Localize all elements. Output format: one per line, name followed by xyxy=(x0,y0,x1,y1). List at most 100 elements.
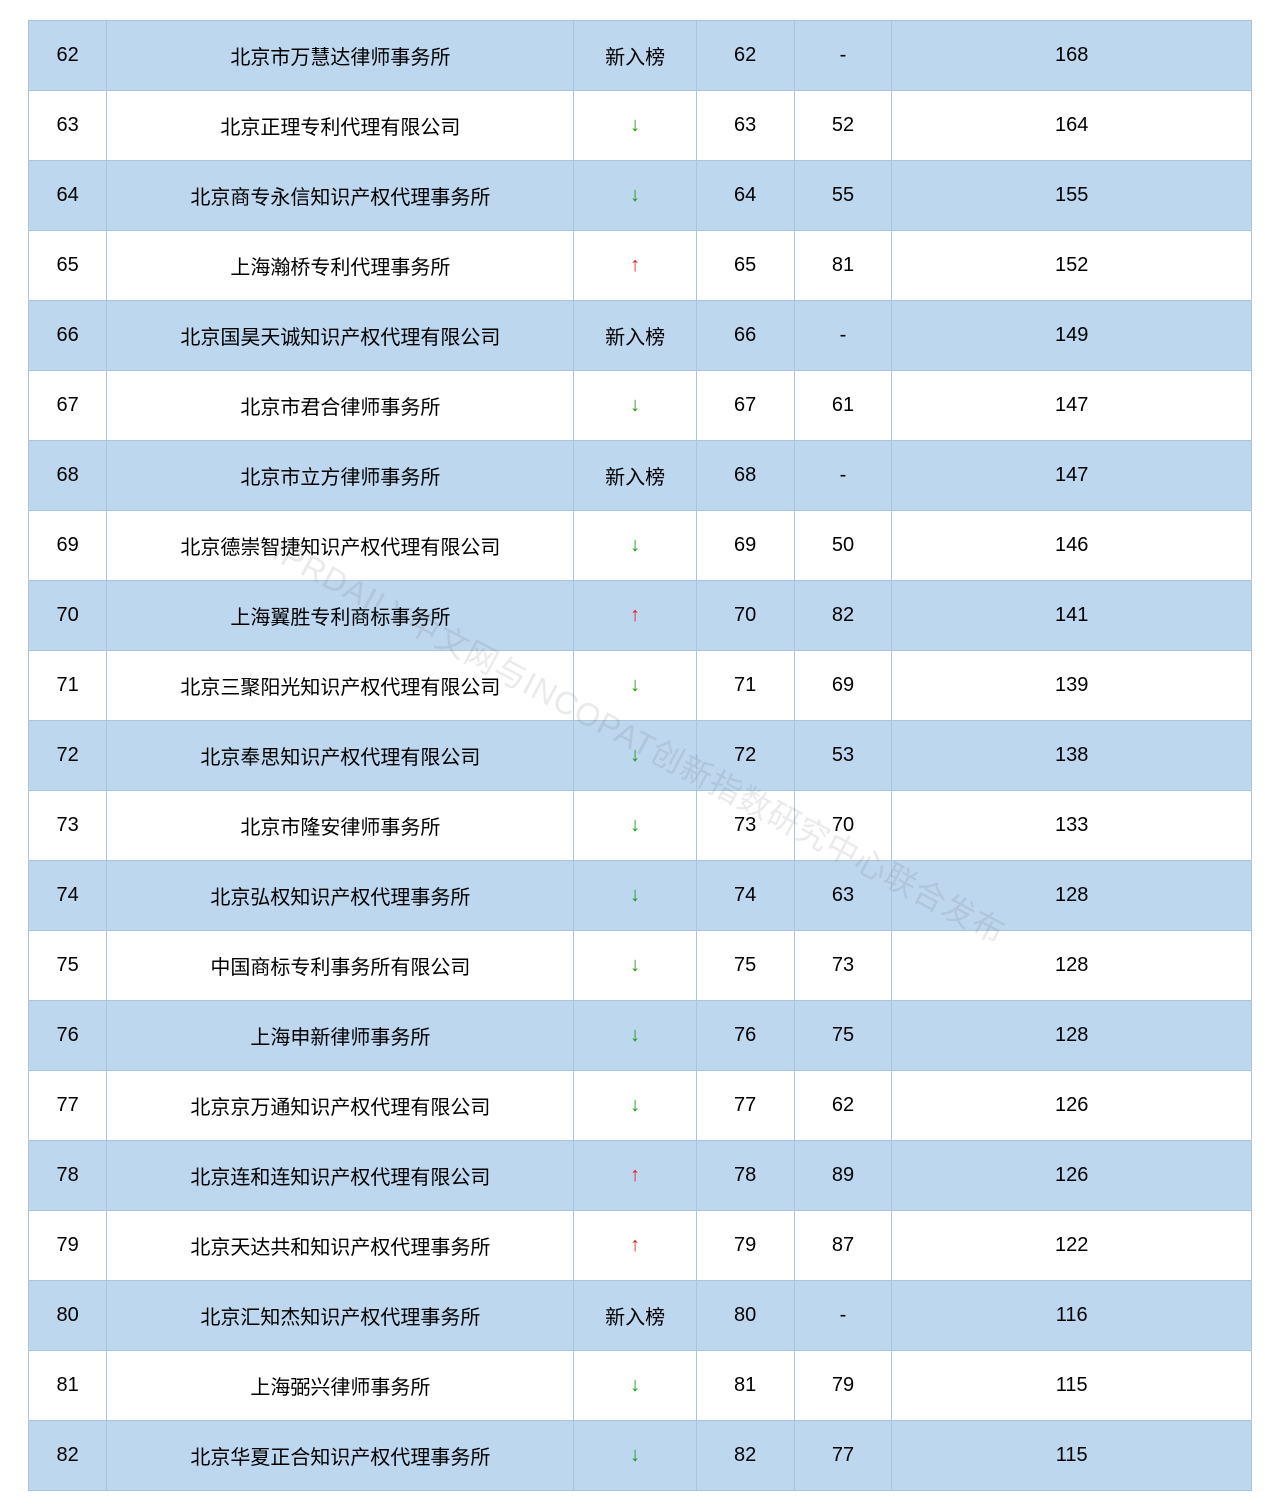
cell-trend: ↓ xyxy=(574,371,696,441)
cell-trend: ↓ xyxy=(574,161,696,231)
cell-trend: ↑ xyxy=(574,1211,696,1281)
cell-count: 128 xyxy=(892,861,1252,931)
cell-rank: 82 xyxy=(29,1421,107,1491)
cell-count: 128 xyxy=(892,1001,1252,1071)
cell-trend: 新入榜 xyxy=(574,301,696,371)
cell-count: 128 xyxy=(892,931,1252,1001)
cell-trend-icon: ↓ xyxy=(630,674,640,696)
cell-name: 北京市隆安律师事务所 xyxy=(107,791,574,861)
cell-rank: 62 xyxy=(29,21,107,91)
cell-trend: 新入榜 xyxy=(574,441,696,511)
cell-rank: 72 xyxy=(29,721,107,791)
cell-prev-rank: 50 xyxy=(794,511,892,581)
table-row: 77北京京万通知识产权代理有限公司↓7762126 xyxy=(29,1071,1252,1141)
cell-count: 155 xyxy=(892,161,1252,231)
cell-prev-rank: 70 xyxy=(794,791,892,861)
cell-trend: ↑ xyxy=(574,1141,696,1211)
cell-rank: 80 xyxy=(29,1281,107,1351)
cell-prev-rank: 81 xyxy=(794,231,892,301)
cell-name: 北京汇知杰知识产权代理事务所 xyxy=(107,1281,574,1351)
table-row: 79北京天达共和知识产权代理事务所↑7987122 xyxy=(29,1211,1252,1281)
cell-current-rank: 70 xyxy=(696,581,794,651)
cell-name: 北京市立方律师事务所 xyxy=(107,441,574,511)
cell-rank: 74 xyxy=(29,861,107,931)
cell-current-rank: 66 xyxy=(696,301,794,371)
cell-current-rank: 62 xyxy=(696,21,794,91)
cell-current-rank: 72 xyxy=(696,721,794,791)
cell-trend-icon: ↓ xyxy=(630,394,640,416)
cell-rank: 67 xyxy=(29,371,107,441)
cell-count: 126 xyxy=(892,1071,1252,1141)
cell-name: 北京京万通知识产权代理有限公司 xyxy=(107,1071,574,1141)
cell-trend: ↑ xyxy=(574,581,696,651)
table-row: 63北京正理专利代理有限公司↓6352164 xyxy=(29,91,1252,161)
cell-prev-rank: 87 xyxy=(794,1211,892,1281)
cell-name: 北京国昊天诚知识产权代理有限公司 xyxy=(107,301,574,371)
ranking-table: 62北京市万慧达律师事务所新入榜62-16863北京正理专利代理有限公司↓635… xyxy=(28,20,1252,1491)
cell-prev-rank: - xyxy=(794,441,892,511)
cell-count: 138 xyxy=(892,721,1252,791)
cell-count: 141 xyxy=(892,581,1252,651)
cell-rank: 68 xyxy=(29,441,107,511)
cell-trend: ↓ xyxy=(574,1001,696,1071)
cell-current-rank: 69 xyxy=(696,511,794,581)
cell-trend-icon: ↓ xyxy=(630,534,640,556)
cell-prev-rank: 61 xyxy=(794,371,892,441)
cell-count: 122 xyxy=(892,1211,1252,1281)
cell-current-rank: 63 xyxy=(696,91,794,161)
cell-trend-icon: ↓ xyxy=(630,1444,640,1466)
cell-prev-rank: 62 xyxy=(794,1071,892,1141)
cell-prev-rank: 89 xyxy=(794,1141,892,1211)
cell-current-rank: 67 xyxy=(696,371,794,441)
cell-prev-rank: 53 xyxy=(794,721,892,791)
cell-current-rank: 68 xyxy=(696,441,794,511)
cell-name: 北京弘权知识产权代理事务所 xyxy=(107,861,574,931)
cell-trend-icon: ↓ xyxy=(630,1024,640,1046)
table-row: 68北京市立方律师事务所新入榜68-147 xyxy=(29,441,1252,511)
cell-count: 115 xyxy=(892,1351,1252,1421)
cell-trend-icon: ↑ xyxy=(630,1234,640,1256)
cell-prev-rank: 75 xyxy=(794,1001,892,1071)
cell-name: 上海瀚桥专利代理事务所 xyxy=(107,231,574,301)
cell-current-rank: 73 xyxy=(696,791,794,861)
cell-rank: 75 xyxy=(29,931,107,1001)
table-row: 64北京商专永信知识产权代理事务所↓6455155 xyxy=(29,161,1252,231)
table-row: 74北京弘权知识产权代理事务所↓7463128 xyxy=(29,861,1252,931)
table-row: 82北京华夏正合知识产权代理事务所↓8277115 xyxy=(29,1421,1252,1491)
cell-trend: 新入榜 xyxy=(574,1281,696,1351)
cell-trend-icon: ↓ xyxy=(630,814,640,836)
cell-count: 115 xyxy=(892,1421,1252,1491)
cell-current-rank: 80 xyxy=(696,1281,794,1351)
cell-trend: ↓ xyxy=(574,721,696,791)
cell-rank: 65 xyxy=(29,231,107,301)
cell-rank: 64 xyxy=(29,161,107,231)
cell-current-rank: 65 xyxy=(696,231,794,301)
cell-current-rank: 71 xyxy=(696,651,794,721)
cell-prev-rank: 77 xyxy=(794,1421,892,1491)
cell-current-rank: 76 xyxy=(696,1001,794,1071)
cell-rank: 70 xyxy=(29,581,107,651)
table-row: 66北京国昊天诚知识产权代理有限公司新入榜66-149 xyxy=(29,301,1252,371)
cell-trend-icon: ↓ xyxy=(630,1094,640,1116)
table-row: 70上海翼胜专利商标事务所↑7082141 xyxy=(29,581,1252,651)
cell-name: 上海申新律师事务所 xyxy=(107,1001,574,1071)
cell-trend-icon: ↑ xyxy=(630,254,640,276)
cell-name: 北京奉思知识产权代理有限公司 xyxy=(107,721,574,791)
table-row: 69北京德崇智捷知识产权代理有限公司↓6950146 xyxy=(29,511,1252,581)
cell-count: 146 xyxy=(892,511,1252,581)
cell-trend: ↓ xyxy=(574,91,696,161)
cell-trend: ↓ xyxy=(574,791,696,861)
cell-count: 152 xyxy=(892,231,1252,301)
cell-trend-icon: ↑ xyxy=(630,604,640,626)
cell-trend: ↓ xyxy=(574,1421,696,1491)
table-row: 71北京三聚阳光知识产权代理有限公司↓7169139 xyxy=(29,651,1252,721)
table-row: 76上海申新律师事务所↓7675128 xyxy=(29,1001,1252,1071)
cell-name: 北京正理专利代理有限公司 xyxy=(107,91,574,161)
cell-current-rank: 79 xyxy=(696,1211,794,1281)
cell-count: 147 xyxy=(892,371,1252,441)
cell-prev-rank: - xyxy=(794,1281,892,1351)
cell-current-rank: 75 xyxy=(696,931,794,1001)
table-row: 78北京连和连知识产权代理有限公司↑7889126 xyxy=(29,1141,1252,1211)
cell-rank: 77 xyxy=(29,1071,107,1141)
cell-name: 上海弼兴律师事务所 xyxy=(107,1351,574,1421)
